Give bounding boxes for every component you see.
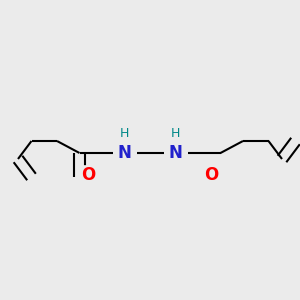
Text: O: O: [204, 167, 219, 184]
Text: O: O: [81, 167, 96, 184]
Text: H: H: [171, 127, 180, 140]
Text: N: N: [118, 144, 131, 162]
Text: H: H: [120, 127, 129, 140]
Text: N: N: [169, 144, 182, 162]
